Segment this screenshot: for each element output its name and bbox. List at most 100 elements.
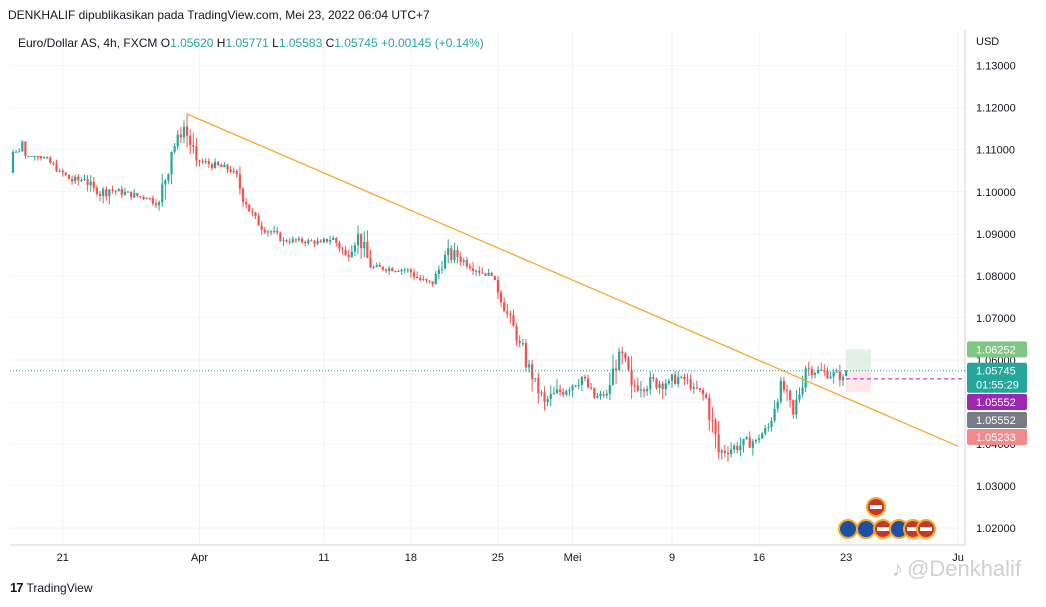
candle-body [810,368,813,375]
y-tick-label: 1.09000 [976,229,1016,241]
candle-body [266,231,270,233]
chart-grid [10,32,965,545]
candle-body [347,254,350,257]
candle-body [67,174,71,180]
candle-body [83,179,86,181]
candle-body [223,164,226,168]
flag-stripe [920,527,932,531]
candle-body [238,174,242,189]
candle-body [434,273,437,285]
candle-body [462,260,465,262]
candle-body [534,378,537,380]
candle-body [726,452,730,455]
symbol-line-part: 1.05745 [334,36,381,50]
candle-body [195,146,198,161]
candle-body [251,211,254,213]
candle-body [213,161,217,168]
x-tick-label: 18 [405,552,417,564]
flag-stripe [907,527,919,531]
candle-body [630,369,633,386]
candle-body [723,450,726,453]
candle-body [232,170,235,172]
candle-body [499,292,503,303]
candle-body [307,240,310,244]
candle-body [77,176,80,181]
candle-body [207,161,210,165]
price-tag-label: 1.05233 [976,432,1016,444]
candle-body [487,272,490,276]
candle-body [80,180,83,182]
candle-body [360,233,363,249]
candle-body [86,179,89,186]
candle-body [422,279,425,281]
candle-body [431,281,434,285]
symbol-line-part: +0.00145 (+0.14%) [381,36,484,50]
candle-body [61,170,64,173]
candle-body [745,437,748,439]
candle-body [285,240,288,242]
candle-body [328,239,332,242]
x-tick-label: 9 [669,552,675,564]
candle-body [714,420,717,435]
candle-body [248,204,251,212]
symbol-line-part: 1.05583 [279,36,326,50]
candle-body [742,438,745,446]
watermark-text: @Denkhalif [907,556,1022,581]
candle-body [605,393,608,396]
candle-body [105,189,108,197]
candle-body [844,370,848,376]
candle-body [254,212,257,217]
candle-body [546,399,549,403]
candle-body [375,265,378,267]
candle-body [658,383,661,388]
candle-body [596,395,599,398]
candle-body [98,193,102,196]
candle-body [761,433,764,439]
tradingview-logo[interactable]: 17 TradingView [10,580,93,595]
candle-body [164,180,167,185]
candle-body [465,260,468,267]
candle-body [319,240,322,243]
candle-body [158,202,161,206]
candle-body [618,351,621,371]
candle-body [705,394,708,398]
candle-body [30,156,33,158]
candle-body [512,315,515,327]
candle-body [33,156,36,158]
candle-body [400,269,403,272]
candle-body [133,193,136,198]
candle-body [58,170,61,172]
candle-body [478,270,481,273]
candle-body [767,427,770,429]
x-tick-label: 16 [753,552,765,564]
candle-body [92,181,95,188]
candle-body [151,198,154,204]
candle-body [798,394,801,400]
candle-body [624,353,627,359]
candle-body [114,190,117,192]
x-tick-label: 23 [840,552,852,564]
candle-body [11,151,15,173]
candle-body [263,230,266,233]
candle-body [450,248,453,261]
candle-body [652,377,655,379]
candle-body [139,196,142,198]
candle-body [789,390,792,401]
candle-body [185,126,189,136]
x-tick-label: Ju [952,552,964,564]
candle-body [366,241,369,258]
candle-body [15,151,18,153]
candle-body [297,238,301,241]
candle-body [245,202,248,205]
symbol-line-part: H [217,36,226,50]
chart-overlays [10,113,965,447]
candle-body [524,343,528,368]
candle-body [602,394,605,396]
candle-body [419,277,422,281]
y-tick-label: 1.10000 [976,187,1016,199]
candle-body [456,250,459,257]
candle-body [509,313,512,316]
candle-body [108,189,111,197]
candle-body [440,268,444,270]
